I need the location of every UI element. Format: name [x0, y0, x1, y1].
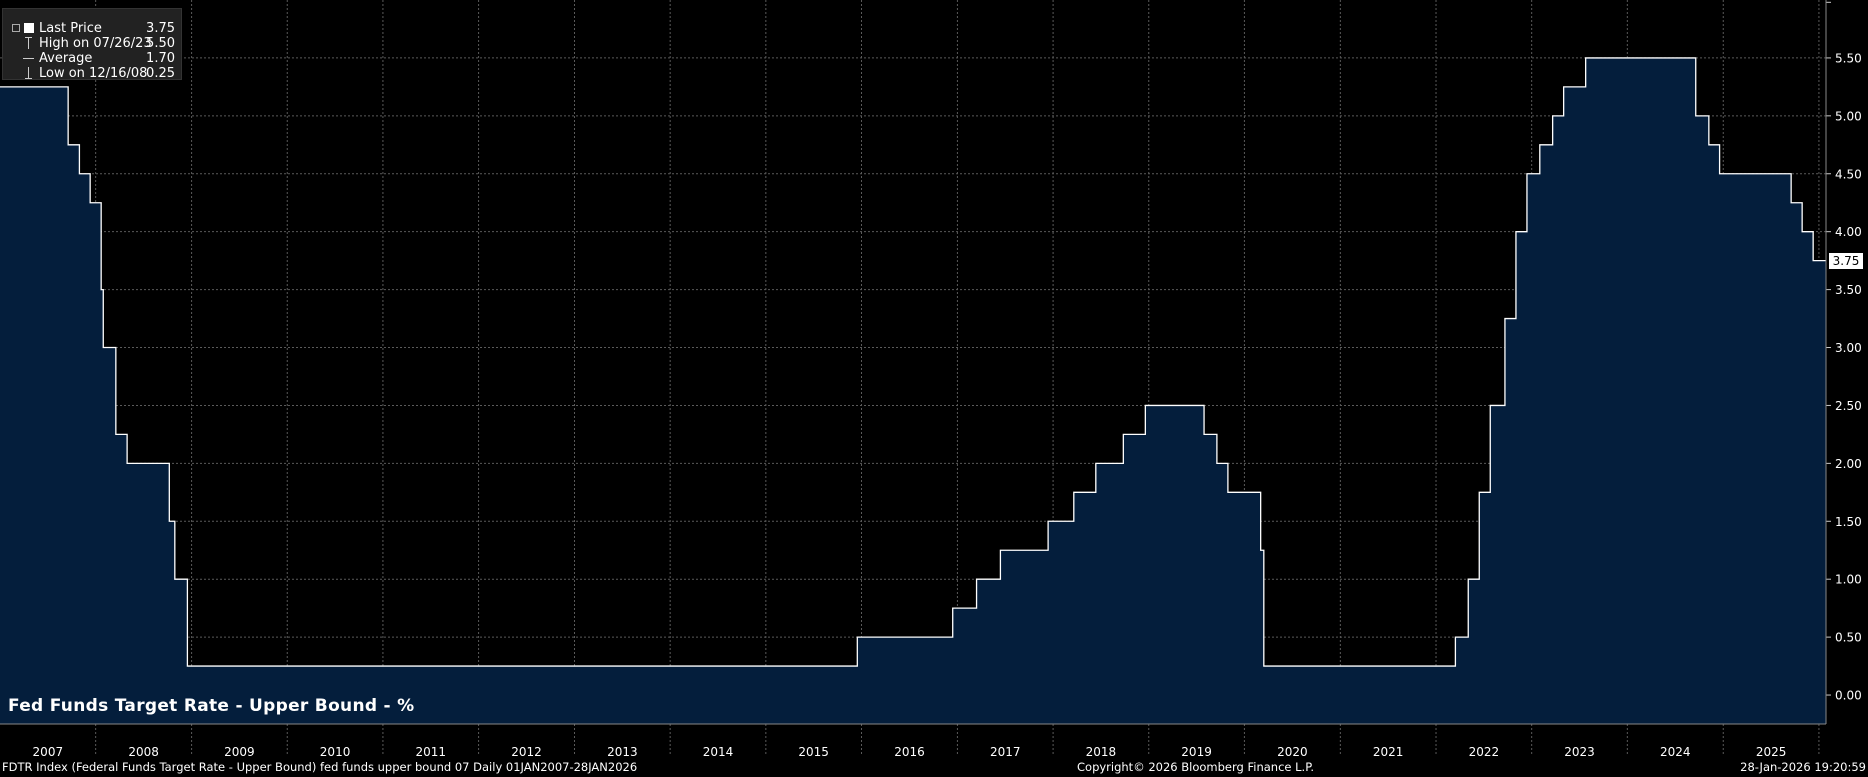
y-tick-label: 1.50: [1835, 515, 1862, 529]
x-tick-label: 2007: [33, 745, 64, 759]
legend-label: Low on 12/16/08: [39, 66, 148, 81]
chart-title: Fed Funds Target Rate - Upper Bound - %: [8, 696, 415, 716]
legend: Last Price 3.75 High on 07/26/23 5.50 Av…: [2, 8, 182, 82]
low-marker-icon: [25, 67, 32, 79]
y-tick-label: 0.50: [1835, 631, 1862, 645]
legend-row-high: High on 07/26/23 5.50: [3, 36, 181, 52]
x-tick-label: 2018: [1086, 745, 1117, 759]
x-tick-label: 2015: [798, 745, 829, 759]
x-tick-label: 2008: [128, 745, 159, 759]
legend-value: 1.70: [146, 51, 175, 66]
rate-area: [0, 57, 1826, 725]
x-tick-label: 2024: [1660, 745, 1691, 759]
high-marker-icon: [25, 37, 32, 49]
last-price-badge: 3.75: [1829, 252, 1863, 269]
x-tick-label: 2025: [1756, 745, 1787, 759]
x-tick-label: 2011: [415, 745, 446, 759]
y-tick-label: 3.50: [1835, 283, 1862, 297]
y-tick-label: 5.00: [1835, 109, 1862, 123]
x-tick-label: 2017: [990, 745, 1021, 759]
x-tick-label: 2012: [511, 745, 542, 759]
y-tick-label: 5.50: [1835, 51, 1862, 65]
x-tick-label: 2021: [1373, 745, 1404, 759]
x-tick-label: 2009: [224, 745, 255, 759]
y-tick-label: 0.00: [1835, 689, 1862, 703]
y-axis: 0.00 0.50 1.00 1.50 2.00 2.50 3.00 3.50 4.00 4.50…: [1825, 0, 1862, 724]
legend-value: 0.25: [146, 66, 175, 81]
legend-value: 3.75: [146, 21, 175, 36]
legend-label: Average: [39, 51, 93, 66]
x-axis: 2007 2008 2009 2010 2011 2012 2013 2014 2015 2016…: [0, 723, 1826, 759]
x-tick-label: 2013: [607, 745, 638, 759]
x-tick-label: 2022: [1469, 745, 1500, 759]
x-tick-label: 2014: [703, 745, 734, 759]
legend-row-average: Average 1.70: [3, 51, 181, 67]
rate-line: [0, 57, 1826, 667]
legend-value: 5.50: [146, 36, 175, 51]
footer-copyright: Copyright© 2026 Bloomberg Finance L.P.: [1077, 760, 1314, 774]
footer-timestamp: 28-Jan-2026 19:20:59: [1740, 760, 1866, 774]
y-tick-label: 2.50: [1835, 399, 1862, 413]
y-tick-label: 4.50: [1835, 167, 1862, 181]
footer-description: FDTR Index (Federal Funds Target Rate - …: [2, 760, 638, 774]
y-tick-label: 2.00: [1835, 457, 1862, 471]
legend-label: Last Price: [39, 21, 102, 36]
x-tick-label: 2016: [894, 745, 925, 759]
x-tick-label: 2023: [1564, 745, 1595, 759]
x-tick-label: 2010: [320, 745, 351, 759]
legend-label: High on 07/26/23: [39, 36, 152, 51]
x-tick-label: 2020: [1277, 745, 1308, 759]
y-tick-label: 4.00: [1835, 225, 1862, 239]
x-tick-label: 2019: [1181, 745, 1212, 759]
y-tick-label: 3.00: [1835, 341, 1862, 355]
last-price-marker-icon: [24, 23, 34, 33]
average-marker-icon: [23, 58, 34, 59]
legend-row-last-price: Last Price 3.75: [3, 21, 181, 37]
legend-row-low: Low on 12/16/08 0.25: [3, 66, 181, 82]
y-tick-label: 1.00: [1835, 573, 1862, 587]
collapse-icon[interactable]: [12, 24, 20, 32]
